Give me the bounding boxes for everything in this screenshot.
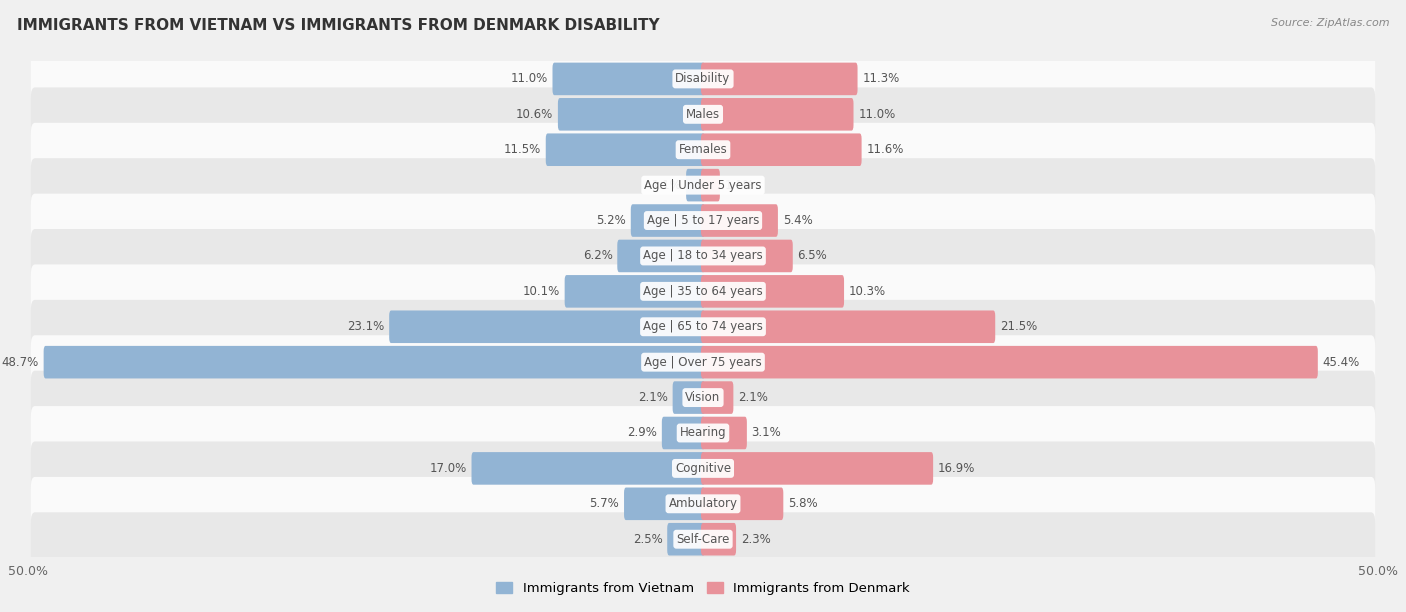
- FancyBboxPatch shape: [702, 204, 778, 237]
- FancyBboxPatch shape: [702, 417, 747, 449]
- Text: 2.5%: 2.5%: [633, 532, 662, 546]
- FancyBboxPatch shape: [702, 452, 934, 485]
- Text: Age | 65 to 74 years: Age | 65 to 74 years: [643, 320, 763, 334]
- Text: 6.5%: 6.5%: [797, 250, 827, 263]
- FancyBboxPatch shape: [702, 240, 793, 272]
- FancyBboxPatch shape: [31, 229, 1375, 283]
- Text: 3.1%: 3.1%: [752, 427, 782, 439]
- FancyBboxPatch shape: [31, 193, 1375, 247]
- FancyBboxPatch shape: [702, 488, 783, 520]
- FancyBboxPatch shape: [31, 441, 1375, 495]
- Text: 21.5%: 21.5%: [1000, 320, 1038, 334]
- Text: IMMIGRANTS FROM VIETNAM VS IMMIGRANTS FROM DENMARK DISABILITY: IMMIGRANTS FROM VIETNAM VS IMMIGRANTS FR…: [17, 18, 659, 34]
- Text: 23.1%: 23.1%: [347, 320, 384, 334]
- FancyBboxPatch shape: [44, 346, 704, 378]
- Text: Disability: Disability: [675, 72, 731, 86]
- Text: Hearing: Hearing: [679, 427, 727, 439]
- FancyBboxPatch shape: [702, 62, 858, 95]
- FancyBboxPatch shape: [553, 62, 704, 95]
- Text: 2.3%: 2.3%: [741, 532, 770, 546]
- FancyBboxPatch shape: [31, 371, 1375, 425]
- Text: 45.4%: 45.4%: [1323, 356, 1360, 368]
- FancyBboxPatch shape: [702, 310, 995, 343]
- Text: 11.5%: 11.5%: [503, 143, 541, 156]
- FancyBboxPatch shape: [702, 381, 734, 414]
- Text: 48.7%: 48.7%: [1, 356, 39, 368]
- Text: Source: ZipAtlas.com: Source: ZipAtlas.com: [1271, 18, 1389, 28]
- FancyBboxPatch shape: [471, 452, 704, 485]
- Text: 10.6%: 10.6%: [516, 108, 553, 121]
- FancyBboxPatch shape: [565, 275, 704, 308]
- Text: 2.9%: 2.9%: [627, 427, 657, 439]
- Text: 11.0%: 11.0%: [510, 72, 548, 86]
- Text: 11.6%: 11.6%: [866, 143, 904, 156]
- Text: Age | Over 75 years: Age | Over 75 years: [644, 356, 762, 368]
- Text: 5.8%: 5.8%: [787, 498, 818, 510]
- FancyBboxPatch shape: [389, 310, 704, 343]
- FancyBboxPatch shape: [31, 52, 1375, 106]
- FancyBboxPatch shape: [702, 133, 862, 166]
- FancyBboxPatch shape: [668, 523, 704, 556]
- Text: Age | 18 to 34 years: Age | 18 to 34 years: [643, 250, 763, 263]
- FancyBboxPatch shape: [617, 240, 704, 272]
- FancyBboxPatch shape: [31, 159, 1375, 212]
- FancyBboxPatch shape: [702, 169, 720, 201]
- FancyBboxPatch shape: [31, 88, 1375, 141]
- Text: Age | Under 5 years: Age | Under 5 years: [644, 179, 762, 192]
- FancyBboxPatch shape: [31, 335, 1375, 389]
- FancyBboxPatch shape: [686, 169, 704, 201]
- FancyBboxPatch shape: [31, 406, 1375, 460]
- Text: Self-Care: Self-Care: [676, 532, 730, 546]
- Text: Cognitive: Cognitive: [675, 462, 731, 475]
- Text: 5.7%: 5.7%: [589, 498, 619, 510]
- Text: 1.1%: 1.1%: [651, 179, 682, 192]
- Text: 10.3%: 10.3%: [849, 285, 886, 298]
- FancyBboxPatch shape: [702, 98, 853, 130]
- Text: Females: Females: [679, 143, 727, 156]
- FancyBboxPatch shape: [702, 275, 844, 308]
- FancyBboxPatch shape: [672, 381, 704, 414]
- Text: 10.1%: 10.1%: [523, 285, 560, 298]
- FancyBboxPatch shape: [624, 488, 704, 520]
- Text: Age | 35 to 64 years: Age | 35 to 64 years: [643, 285, 763, 298]
- Legend: Immigrants from Vietnam, Immigrants from Denmark: Immigrants from Vietnam, Immigrants from…: [496, 581, 910, 595]
- FancyBboxPatch shape: [31, 300, 1375, 354]
- FancyBboxPatch shape: [31, 477, 1375, 531]
- Text: Vision: Vision: [685, 391, 721, 404]
- Text: 2.1%: 2.1%: [738, 391, 768, 404]
- Text: 5.4%: 5.4%: [783, 214, 813, 227]
- FancyBboxPatch shape: [702, 346, 1317, 378]
- Text: 17.0%: 17.0%: [430, 462, 467, 475]
- Text: Ambulatory: Ambulatory: [668, 498, 738, 510]
- Text: 16.9%: 16.9%: [938, 462, 976, 475]
- Text: Males: Males: [686, 108, 720, 121]
- FancyBboxPatch shape: [31, 512, 1375, 566]
- Text: 2.1%: 2.1%: [638, 391, 668, 404]
- FancyBboxPatch shape: [702, 523, 737, 556]
- FancyBboxPatch shape: [546, 133, 704, 166]
- Text: Age | 5 to 17 years: Age | 5 to 17 years: [647, 214, 759, 227]
- FancyBboxPatch shape: [631, 204, 704, 237]
- Text: 11.0%: 11.0%: [858, 108, 896, 121]
- Text: 11.3%: 11.3%: [862, 72, 900, 86]
- FancyBboxPatch shape: [558, 98, 704, 130]
- Text: 5.2%: 5.2%: [596, 214, 626, 227]
- FancyBboxPatch shape: [31, 123, 1375, 177]
- FancyBboxPatch shape: [662, 417, 704, 449]
- FancyBboxPatch shape: [31, 264, 1375, 318]
- Text: 6.2%: 6.2%: [582, 250, 613, 263]
- Text: 1.1%: 1.1%: [724, 179, 755, 192]
